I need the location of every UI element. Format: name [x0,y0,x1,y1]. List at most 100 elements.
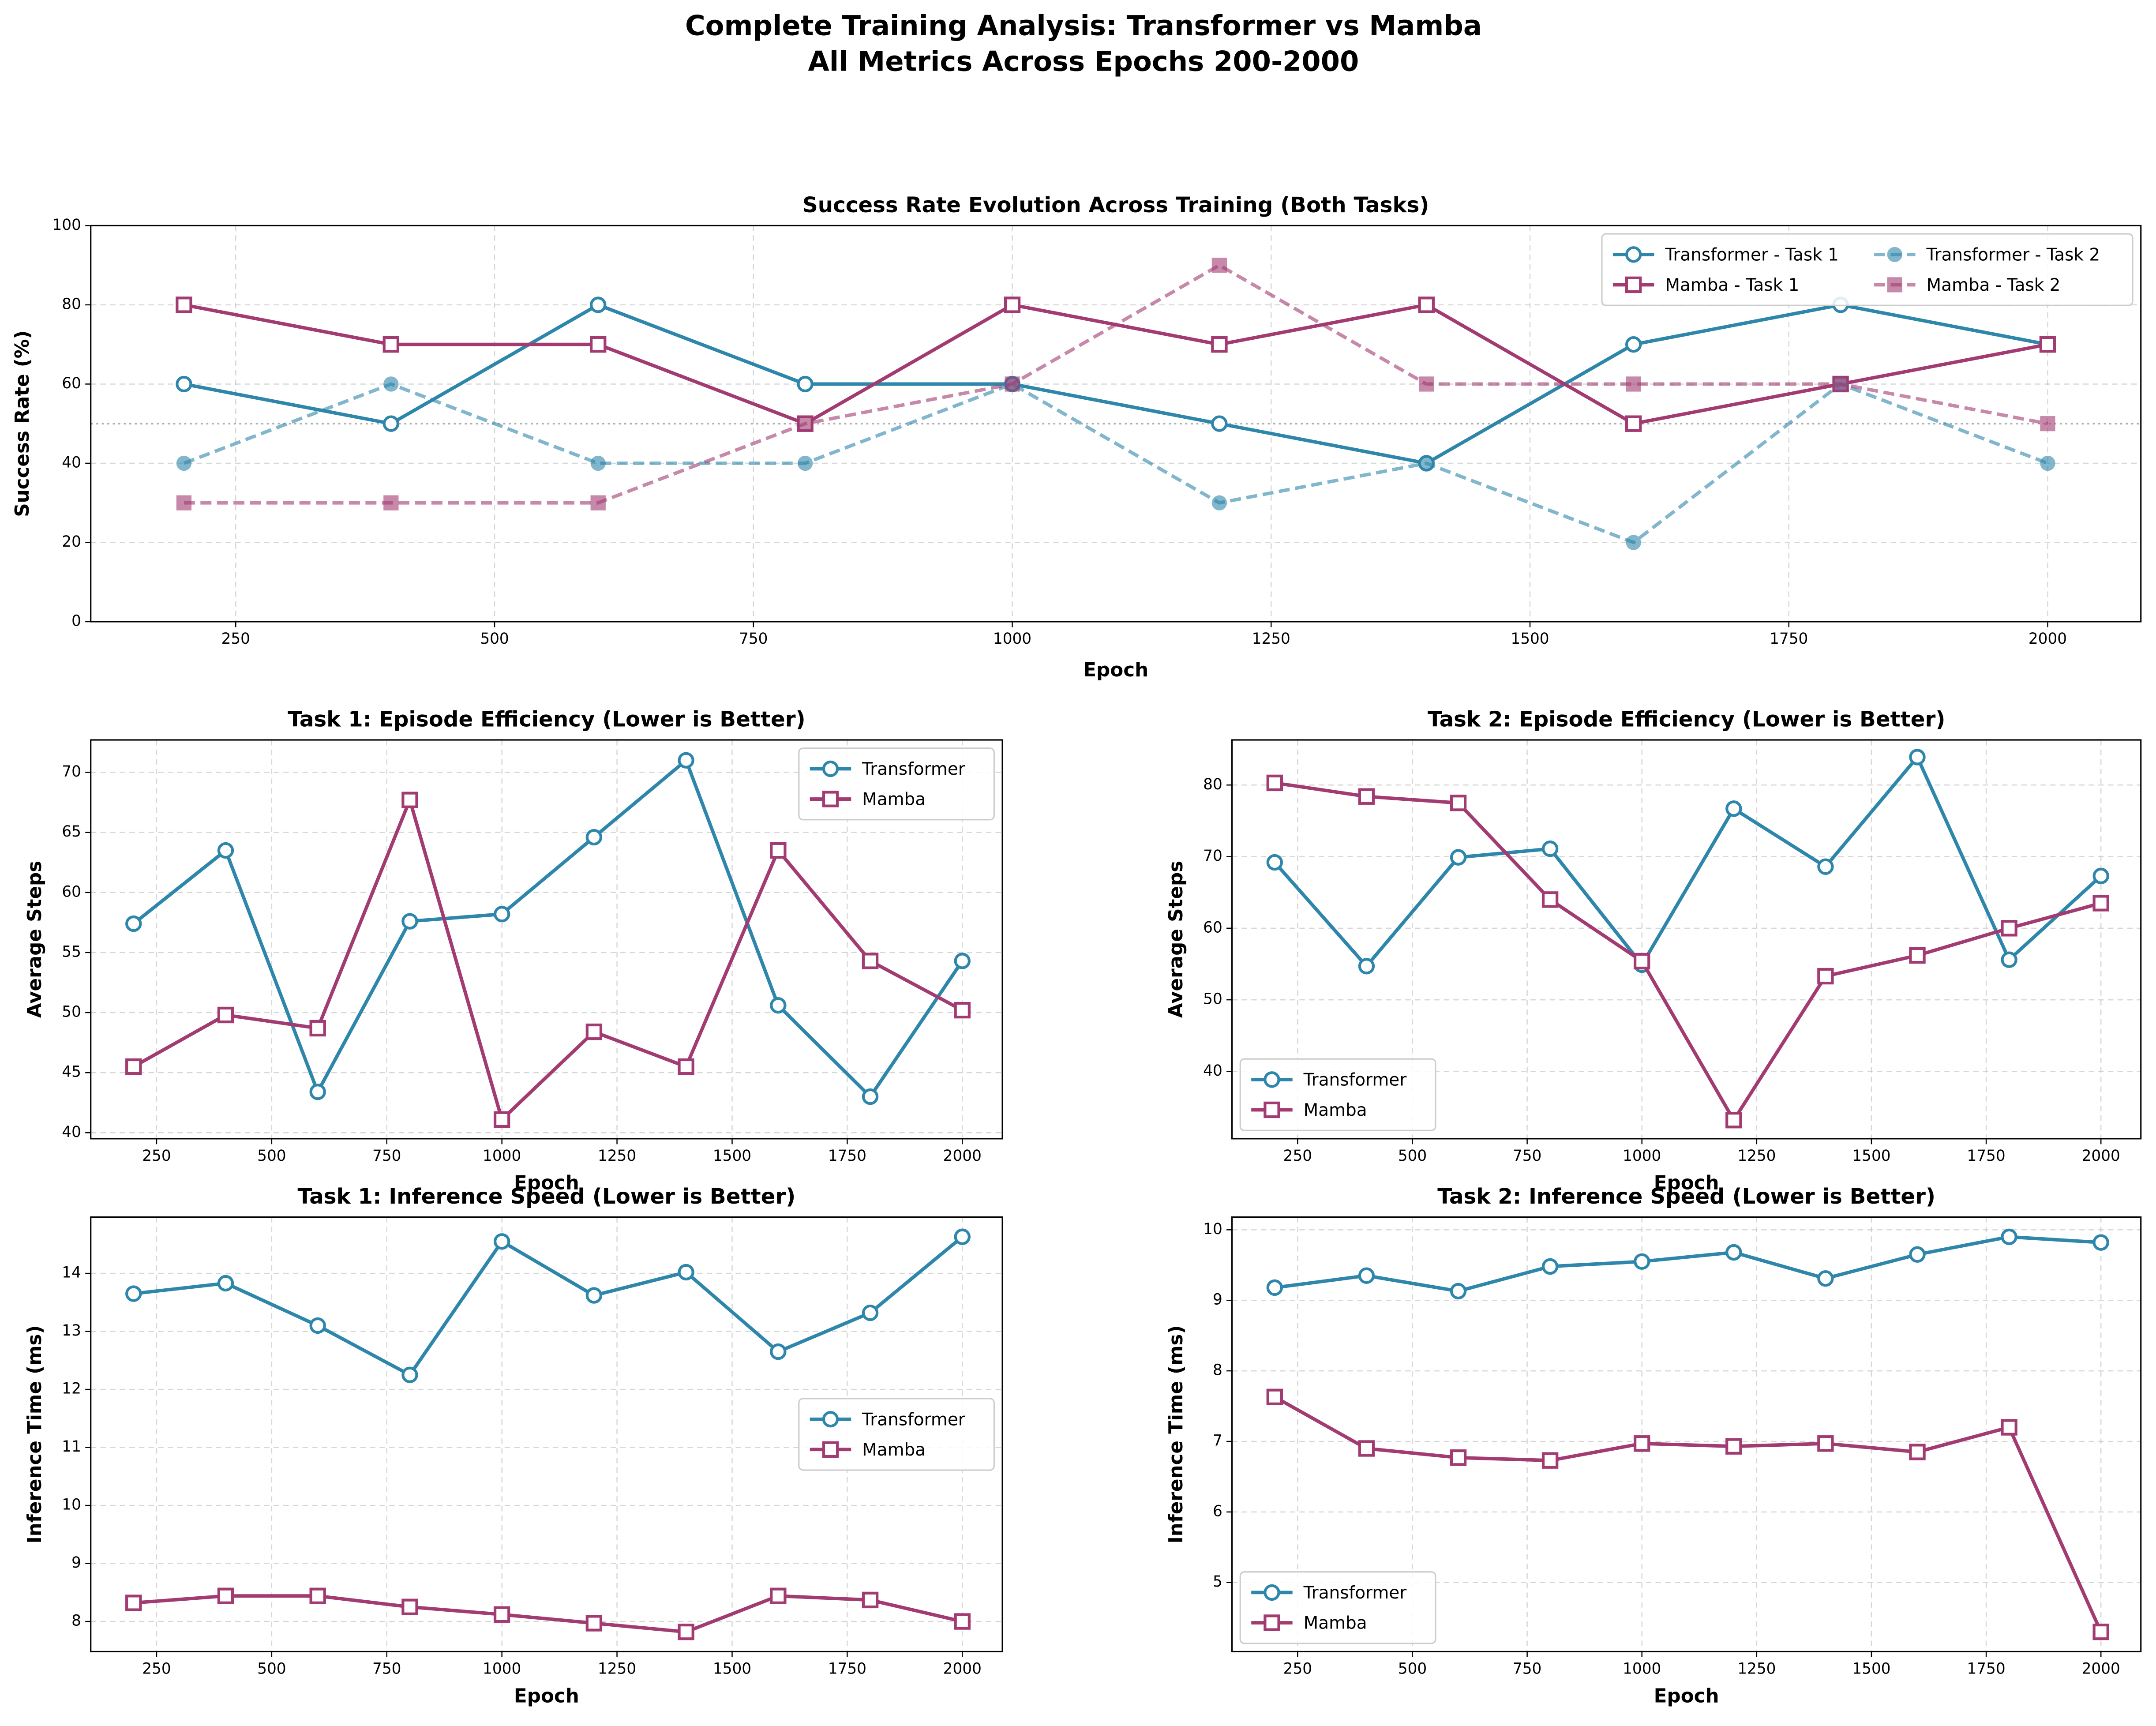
data-point [1450,1449,1467,1466]
data-point [770,1587,787,1604]
data-point [797,375,814,393]
data-point [1817,1270,1834,1287]
data-point [1419,376,1434,392]
y-tick-label: 65 [62,823,81,840]
legend-marker [1887,277,1902,293]
data-point [2001,920,2017,937]
x-tick-label: 500 [257,1660,286,1677]
y-tick-label: 12 [62,1380,81,1398]
y-axis-label: Average Steps [1165,861,1187,1018]
data-point [176,296,192,313]
legend-marker [1264,1584,1280,1601]
x-tick-label: 1500 [713,1147,751,1165]
data-point [1266,774,1283,792]
data-point [309,1020,326,1037]
legend-label: Mamba [1304,1613,1367,1633]
data-point [1358,958,1375,975]
y-tick-label: 9 [71,1554,81,1572]
x-tick-label: 1750 [1967,1660,2005,1677]
series-line [132,758,964,1099]
series-line [1273,755,2102,968]
x-tick-label: 750 [739,630,768,648]
series-line [132,798,964,1122]
legend-marker [1625,276,1642,293]
series-line [184,263,2048,505]
x-tick-label: 750 [1513,1660,1541,1677]
y-tick-label: 8 [1213,1362,1222,1379]
data-point [382,415,400,432]
x-tick-label: 1750 [1770,630,1808,648]
y-tick-label: 70 [62,763,81,780]
series-line [133,1235,964,1377]
data-point [2092,895,2109,912]
x-tick-label: 250 [1283,1660,1312,1677]
y-tick-label: 13 [62,1322,81,1340]
x-tick-label: 1000 [993,630,1031,648]
data-point [2001,951,2017,968]
data-point [1450,849,1467,866]
x-tick-label: 500 [1398,1147,1427,1165]
y-tick-label: 80 [62,295,81,313]
data-point [1909,1444,1926,1460]
series-line [1274,1395,2103,1633]
data-point [1266,854,1283,871]
x-tick-label: 1250 [598,1660,636,1677]
legend-label: Mamba [862,790,926,810]
plot-title: Success Rate Evolution Across Training (… [802,193,1429,218]
data-point [1817,1435,1834,1452]
figure-title: Complete Training Analysis: Transformer … [685,10,1482,42]
data-point [1358,788,1375,805]
legend-marker [1887,247,1902,262]
x-tick-label: 1000 [483,1660,521,1677]
plot-frame [90,1216,1003,1652]
data-point [2040,416,2055,432]
data-point [590,455,606,471]
y-tick-label: 20 [62,533,81,551]
y-axis-label: Inference Time (ms) [24,1325,46,1544]
x-tick-label: 1750 [1967,1147,2005,1165]
data-point [401,913,418,930]
data-point [217,842,234,859]
legend-marker [1264,1101,1280,1118]
legend: Transformer - Task 1 Mamba - Task 1 Transf… [1601,233,2134,306]
x-tick-label: 1000 [1623,1147,1661,1165]
data-point [590,336,607,353]
x-tick-label: 1500 [1852,1660,1890,1677]
x-tick-label: 1250 [1737,1660,1776,1677]
data-point [217,1275,234,1292]
legend-label: Mamba [1304,1100,1367,1120]
x-tick-label: 2000 [2082,1147,2120,1165]
data-point [585,1615,603,1632]
data-point [1909,749,1926,765]
data-point [1004,296,1021,313]
y-tick-label: 40 [1203,1062,1222,1080]
legend-label: Transformer - Task 1 [1665,245,1839,265]
subplot: 250 500 750 1000 1250 1500 1750 2000 0 20 40 60 80 10… [11,193,2142,681]
x-axis-label: Epoch [514,1685,579,1707]
legend-marker [1264,1614,1280,1631]
data-point [1358,1440,1375,1457]
data-point [309,1587,326,1604]
plot-title: Task 2: Episode Efficiency (Lower is Bet… [1428,707,1946,732]
data-point [309,1317,326,1334]
subplot: 250 500 750 1000 1250 1500 1750 2000 40 45 50 55 60 6… [24,707,1003,1194]
data-point [125,1058,142,1075]
data-point [2039,336,2056,353]
x-tick-label: 1250 [1737,1147,1776,1165]
y-tick-label: 14 [62,1264,81,1282]
data-point [1634,1253,1650,1270]
x-tick-label: 1500 [1852,1147,1890,1165]
x-tick-label: 2000 [2029,630,2067,648]
y-tick-label: 11 [62,1438,81,1456]
plot-title: Task 1: Episode Efficiency (Lower is Bet… [288,707,806,732]
x-tick-label: 1000 [1623,1660,1661,1677]
legend-marker [822,1441,839,1458]
y-tick-label: 5 [1213,1573,1222,1591]
data-point [1541,1452,1559,1469]
x-tick-label: 1750 [828,1660,866,1677]
data-point [1909,1246,1926,1263]
data-point [797,455,813,471]
data-point [493,1111,510,1128]
data-point [1541,891,1559,908]
legend-label: Transformer [862,1410,966,1430]
